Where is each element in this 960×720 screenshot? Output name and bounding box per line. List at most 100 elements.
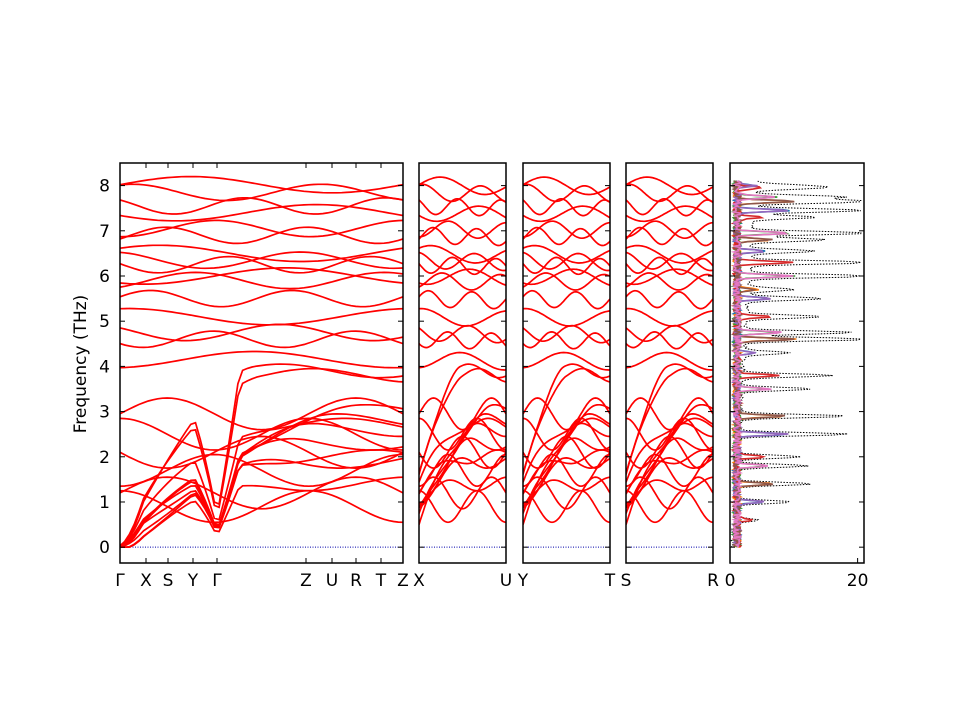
- phonon-band: [419, 435, 506, 469]
- phonon-band: [626, 324, 713, 344]
- x-tick-label: Y: [187, 571, 199, 591]
- phonon-band: [419, 413, 506, 514]
- phonon-band: [626, 476, 713, 505]
- phonon-band: [120, 489, 403, 524]
- x-tick-label: Z: [300, 571, 312, 591]
- x-tick-label: S: [621, 571, 632, 591]
- x-tick-label: U: [326, 571, 338, 591]
- phonon-band: [523, 435, 610, 469]
- phonon-band: [626, 289, 713, 310]
- phonon-band: [523, 289, 610, 310]
- phonon-band: [120, 244, 403, 263]
- x-tick-label: X: [413, 571, 425, 591]
- phonon-band: [419, 476, 506, 505]
- band-lines: [626, 176, 713, 525]
- phonon-band: [419, 397, 506, 431]
- panel-frame: [522, 162, 611, 564]
- phonon-band: [626, 183, 713, 203]
- phonon-band: [120, 183, 403, 202]
- phonon-band: [120, 251, 403, 270]
- x-tick-label: X: [140, 571, 152, 591]
- phonon-band: [419, 363, 506, 474]
- y-tick-label: 5: [99, 312, 110, 332]
- phonon-band: [419, 256, 506, 276]
- phonon-band: [419, 489, 506, 524]
- phonon-band: [419, 226, 506, 247]
- phonon-band: [120, 350, 403, 369]
- y-tick-label: 0: [99, 538, 110, 558]
- phonon-band: [523, 476, 610, 510]
- phonon-band: [626, 413, 713, 514]
- phonon-band: [120, 417, 403, 451]
- x-tick-label: U: [500, 571, 512, 591]
- phonon-band: [626, 220, 713, 240]
- phonon-band: [120, 271, 403, 290]
- phonon-band: [120, 226, 403, 245]
- phonon-band: [523, 331, 610, 350]
- y-tick-label: 8: [99, 177, 110, 197]
- phonon-band: [523, 351, 610, 371]
- phonon-band: [120, 175, 403, 194]
- phonon-band: [626, 397, 713, 431]
- phonon-band: [419, 197, 506, 217]
- phonon-band: [523, 205, 610, 223]
- partial-dos-line: [730, 180, 794, 548]
- phonon-band: [120, 397, 403, 431]
- phonon-band: [523, 324, 610, 344]
- phonon-band: [626, 256, 713, 276]
- phonon-band: [626, 453, 713, 488]
- phonon-band: [523, 183, 610, 203]
- phonon-band: [523, 197, 610, 217]
- band-lines: [419, 176, 506, 525]
- phonon-band: [120, 435, 403, 469]
- phonon-band: [523, 363, 610, 474]
- phonon-band: [626, 331, 713, 350]
- phonon-band: [523, 220, 610, 240]
- phonon-band: [626, 351, 713, 371]
- dos-x-tick-label: 20: [847, 571, 869, 591]
- phonon-band: [626, 422, 713, 509]
- x-tick-label: Y: [517, 571, 529, 591]
- phonon-band: [523, 476, 610, 505]
- phonon-band: [120, 417, 403, 548]
- phonon-band: [626, 435, 713, 469]
- y-tick-label: 6: [99, 267, 110, 287]
- panel-frame: [625, 162, 714, 564]
- phonon-band: [626, 476, 713, 510]
- phonon-band: [626, 363, 713, 474]
- x-tick-label: Γ: [115, 571, 125, 591]
- phonon-band: [523, 307, 610, 327]
- phonon-band: [523, 256, 610, 276]
- phonon-band: [523, 397, 610, 431]
- band-lines: [120, 175, 403, 549]
- phonon-band: [120, 476, 403, 510]
- dos-panel: 0 20: [725, 162, 869, 591]
- phonon-band: [120, 255, 403, 274]
- phonon-band: [419, 289, 506, 310]
- phonon-band: [523, 417, 610, 451]
- x-tick-label: Z: [397, 571, 409, 591]
- phonon-band: [419, 176, 506, 196]
- phonon-band: [120, 203, 403, 222]
- y-tick-label: 1: [99, 493, 110, 513]
- phonon-band: [626, 272, 713, 291]
- phonon-band: [523, 422, 610, 509]
- phonon-band: [419, 422, 506, 509]
- phonon-band: [523, 226, 610, 247]
- phonon-band: [419, 307, 506, 327]
- phonon-band: [419, 417, 506, 451]
- phonon-band: [120, 330, 403, 349]
- phonon-band: [419, 183, 506, 203]
- phonon-band: [120, 437, 403, 548]
- phonon-band: [120, 289, 403, 308]
- phonon-band: [419, 331, 506, 350]
- phonon-band: [419, 205, 506, 223]
- phonon-band: [120, 323, 403, 342]
- phonon-band: [626, 417, 713, 483]
- dos-x-tick-label: 0: [725, 571, 736, 591]
